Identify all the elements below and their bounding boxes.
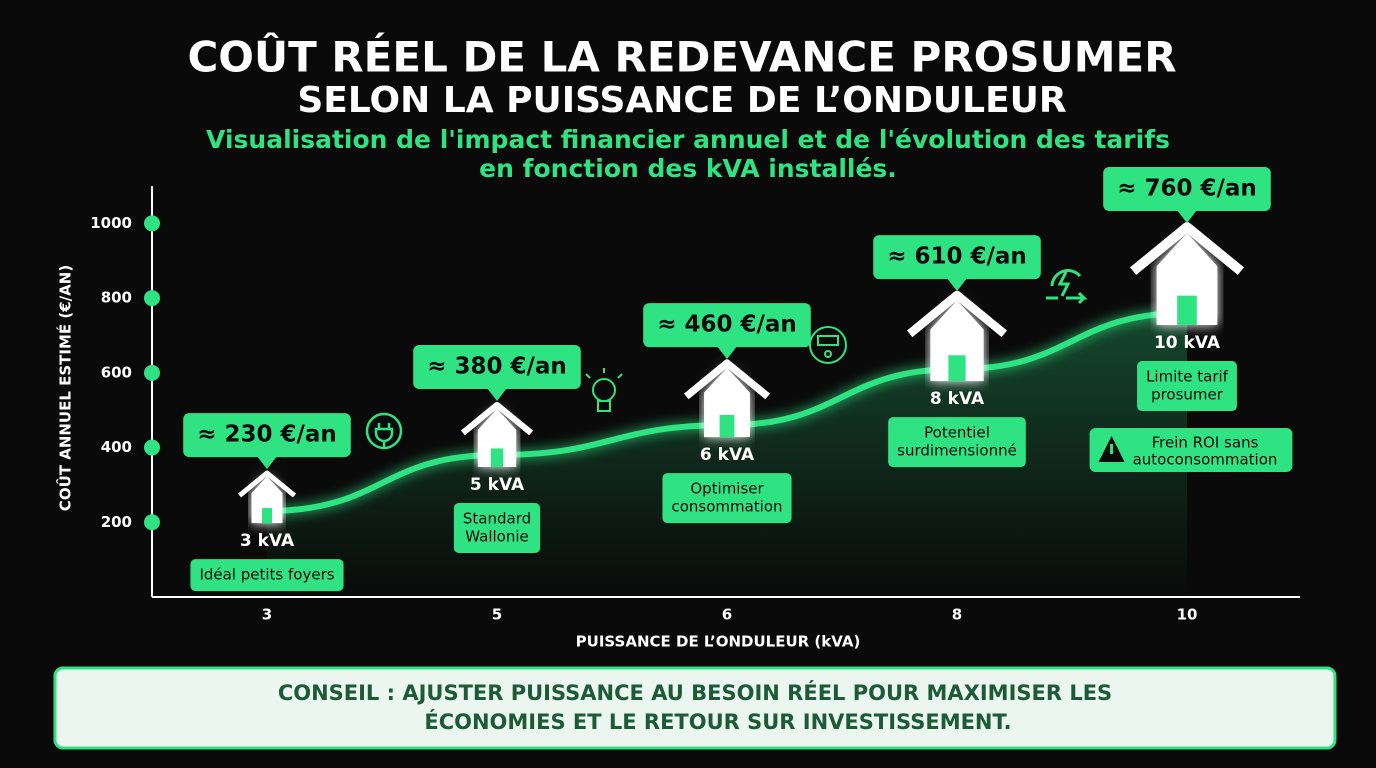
footer-line: ÉCONOMIES ET LE RETOUR SUR INVESTISSEMEN… [424,709,1011,734]
y-tick-label: 600 [101,363,132,381]
x-tick-label: 8 [952,606,962,624]
x-tick-label: 6 [722,606,732,624]
house-icon [477,408,517,468]
house-icon [704,367,750,438]
x-tick-label: 3 [262,606,272,624]
callout-box [643,303,811,348]
y-tick-label: 1000 [90,214,132,232]
y-tick-dot [144,215,160,232]
note-text: Standard [463,510,531,528]
note-box [888,417,1026,468]
callout-box [183,413,351,458]
house-door [1177,295,1197,326]
title-line: COÛT RÉEL DE LA REDEVANCE PROSUMER [187,32,1176,82]
x-tick-label: 10 [1177,606,1198,624]
y-tick-label: 400 [101,438,132,456]
callout-pointer [717,346,737,360]
value-label: ≈ 380 €/an [427,354,567,380]
house-icon [460,401,534,436]
point-label: 5 kVA [470,475,525,495]
warning-text: autoconsommation [1133,451,1278,469]
note-text: Limite tarif [1146,368,1229,386]
house-icon [906,290,1008,338]
note-text: Idéal petits foyers [199,566,334,584]
y-tick-dot [144,514,160,531]
point-label: 8 kVA [930,389,985,409]
note-text: Potentiel [924,424,990,442]
note-text: Optimiser [690,480,764,498]
subtitle-line: Visualisation de l'impact financier annu… [206,125,1170,154]
value-label: ≈ 610 €/an [887,244,1027,270]
x-axis-label: PUISSANCE DE L’ONDULEUR (kVA) [576,633,861,651]
warning-icon-mark [1110,444,1114,454]
y-tick-dot [144,439,160,456]
house-door [262,508,272,524]
note-text: prosumer [1151,386,1224,404]
y-axis-label: COÛT ANNUEL ESTIMÉ (€/AN) [56,265,75,511]
house-icon [930,300,984,382]
footer-box [53,666,1337,750]
callout-pointer [257,456,277,470]
house-door [948,355,966,382]
value-label: ≈ 460 €/an [657,312,797,338]
footer-line: CONSEIL : AJUSTER PUISSANCE AU BESOIN RÉ… [278,680,1112,705]
house-door [490,448,504,468]
warning-box [1089,428,1293,472]
note-text: surdimensionné [897,442,1017,460]
callout-box [413,345,581,390]
callout-pointer [1177,210,1197,224]
point-label: 10 kVA [1154,333,1221,353]
x-tick-label: 5 [492,606,502,624]
y-tick-dot [144,364,160,381]
plug-icon [365,412,403,450]
house-icon [251,476,283,524]
note-box [662,473,792,524]
note-box [453,503,541,554]
warning-text: Frein ROI sans [1152,434,1259,452]
callout-pointer [947,278,967,292]
house-door [719,414,735,438]
callout-pointer [487,388,507,402]
title-line: SELON LA PUISSANCE DE L’ONDULEUR [297,80,1066,121]
point-label: 6 kVA [700,445,755,465]
value-label: ≈ 230 €/an [197,422,337,448]
bulb-icon [585,368,623,412]
note-text: Wallonie [465,528,528,546]
note-box [190,559,344,592]
meter-icon [809,326,847,364]
y-tick-label: 200 [101,513,132,531]
value-label: ≈ 760 €/an [1117,176,1257,202]
house-icon [683,359,771,400]
y-tick-dot [144,290,160,307]
point-label: 3 kVA [240,531,295,551]
house-icon [1156,232,1218,326]
energy-icon [1046,269,1088,305]
subtitle-line: en fonction des kVA installés. [479,154,897,183]
y-tick-label: 800 [101,289,132,307]
note-box [1137,361,1237,412]
callout-box [873,235,1041,280]
note-text: consommation [671,498,782,516]
callout-box [1103,167,1271,212]
house-icon [237,470,297,498]
house-icon [1129,222,1245,275]
